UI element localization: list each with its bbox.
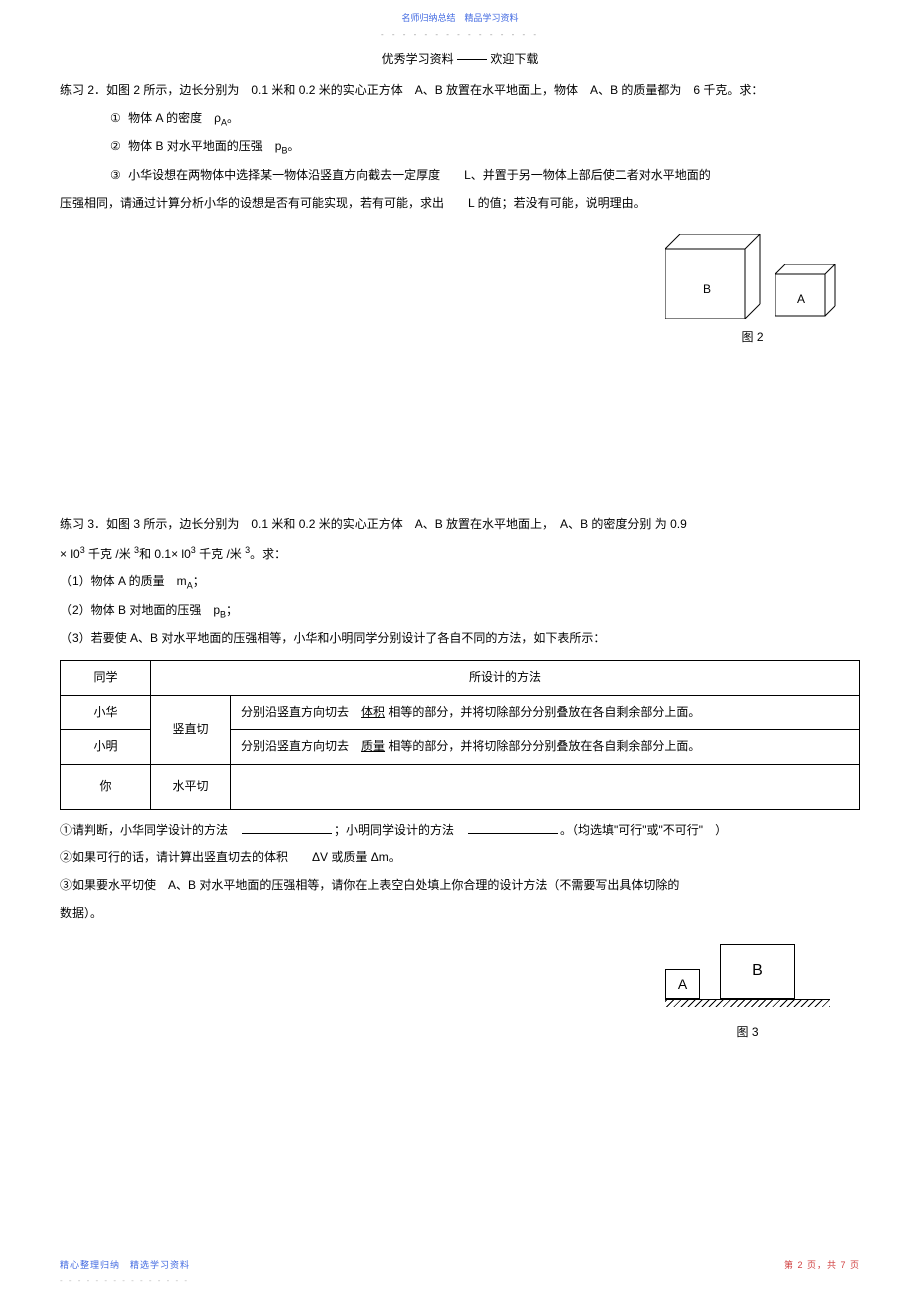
page-footer: 精心整理归纳 精选学习资料 - - - - - - - - - - - - - … xyxy=(60,1257,860,1288)
footer-dots: - - - - - - - - - - - - - - - xyxy=(60,1274,190,1288)
fig3-box-a: A xyxy=(665,969,700,999)
problem2-q3-line1: ③ 小华设想在两物体中选择某一物体沿竖直方向截去一定厚度 L、并置于另一物体上部… xyxy=(60,165,860,187)
problem2-intro: 练习 2．如图 2 所示，边长分别为 0.1 米和 0.2 米的实心正方体 A、… xyxy=(60,80,860,102)
cube-a: A xyxy=(775,264,840,319)
p3q1-end: ； xyxy=(193,574,205,588)
p3q2-text: （2）物体 B 对地面的压强 p xyxy=(60,603,220,617)
subtitle-gap xyxy=(457,59,487,60)
table-header-row: 同学 所设计的方法 xyxy=(61,661,860,696)
problem2-q2: ② 物体 B 对水平地面的压强 pB。 xyxy=(60,136,860,159)
td-horizontal-cut: 水平切 xyxy=(151,764,231,809)
q2-end: 。 xyxy=(287,139,299,153)
td-you: 你 xyxy=(61,764,151,809)
page-subtitle: 优秀学习资料 欢迎下载 xyxy=(60,49,860,71)
p3q2-end: ； xyxy=(226,603,238,617)
after1a: ①请判断，小华同学设计的方法 xyxy=(60,823,240,837)
td-xiaoming: 小明 xyxy=(61,730,151,765)
cube-b-label: B xyxy=(703,279,711,301)
td-vertical-cut: 竖直切 xyxy=(151,695,231,764)
q1-num: ① xyxy=(110,111,121,125)
figure3: A B 图 3 xyxy=(665,944,830,1044)
fig3-boxes: A B xyxy=(665,944,830,999)
th-method: 所设计的方法 xyxy=(151,661,860,696)
m2b: 质量 xyxy=(361,739,385,753)
th-student: 同学 xyxy=(61,661,151,696)
problem3-intro-p1: 练习 3．如图 3 所示，边长分别为 0.1 米和 0.2 米的实心正方体 A、… xyxy=(60,514,860,536)
table-row: 你 水平切 xyxy=(61,764,860,809)
ground-hatch xyxy=(665,999,830,1007)
subtitle-right: 欢迎下载 xyxy=(490,52,538,66)
header-dots: - - - - - - - - - - - - - - - xyxy=(60,28,860,42)
td-method1: 分别沿竖直方向切去 体积 相等的部分，并将切除部分分别叠放在各自剩余部分上面。 xyxy=(231,695,860,730)
blank2[interactable] xyxy=(468,833,558,834)
after1c: 。（均选填"可行"或"不可行" ） xyxy=(560,823,727,837)
problem3-intro-p2: × l03 千克 /米 3和 0.1× l03 千克 /米 3。求： xyxy=(60,542,860,566)
cube-b-svg xyxy=(665,234,765,319)
blank1[interactable] xyxy=(242,833,332,834)
table-row: 小华 竖直切 分别沿竖直方向切去 体积 相等的部分，并将切除部分分别叠放在各自剩… xyxy=(61,695,860,730)
m1a: 分别沿竖直方向切去 xyxy=(241,705,361,719)
problem2-q3-line2: 压强相同，请通过计算分析小华的设想是否有可能实现，若有可能，求出 L 的值；若没… xyxy=(60,193,860,215)
m1c: 相等的部分，并将切除部分分别叠放在各自剩余部分上面。 xyxy=(385,705,700,719)
q3-num: ③ xyxy=(110,168,121,182)
p3-p2b: 千克 /米 xyxy=(85,547,134,561)
footer-page-number: 第 2 页，共 7 页 xyxy=(784,1257,860,1288)
m2c: 相等的部分，并将切除部分分别叠放在各自剩余部分上面。 xyxy=(385,739,700,753)
cube-a-svg xyxy=(775,264,840,319)
problem3-after1: ①请判断，小华同学设计的方法 ；小明同学设计的方法 。（均选填"可行"或"不可行… xyxy=(60,820,860,842)
fig2-caption: 图 2 xyxy=(665,327,840,349)
p3q1-text: （1）物体 A 的质量 m xyxy=(60,574,187,588)
td-xiaohua: 小华 xyxy=(61,695,151,730)
problem3-after2: ②如果可行的话，请计算出竖直切去的体积 ΔV 或质量 Δm。 xyxy=(60,847,860,869)
q3-text1: 小华设想在两物体中选择某一物体沿竖直方向截去一定厚度 L、并置于另一物体上部后使… xyxy=(128,168,711,182)
design-table: 同学 所设计的方法 小华 竖直切 分别沿竖直方向切去 体积 相等的部分，并将切除… xyxy=(60,660,860,810)
figure2-container: B A 图 2 xyxy=(60,234,860,364)
p3-p2c: 和 0.1× l0 xyxy=(139,547,191,561)
spacer xyxy=(60,374,860,514)
figure2: B A 图 2 xyxy=(665,234,840,349)
problem2-q1: ① 物体 A 的密度 ρA。 xyxy=(60,108,860,131)
m1b: 体积 xyxy=(361,705,385,719)
p3-p2a: × l0 xyxy=(60,547,80,561)
footer-left-text: 精心整理归纳 精选学习资料 xyxy=(60,1257,190,1273)
m2a: 分别沿竖直方向切去 xyxy=(241,739,361,753)
problem3-q1: （1）物体 A 的质量 mA； xyxy=(60,571,860,594)
problem3-q2: （2）物体 B 对地面的压强 pB； xyxy=(60,600,860,623)
problem3-after3b: 数据）。 xyxy=(60,903,860,925)
q1-end: 。 xyxy=(227,111,239,125)
subtitle-left: 优秀学习资料 xyxy=(382,52,454,66)
problem3-after3: ③如果要水平切使 A、B 对水平地面的压强相等，请你在上表空白处填上你合理的设计… xyxy=(60,875,860,897)
q1-text: 物体 A 的密度 ρ xyxy=(128,111,221,125)
cube-a-label: A xyxy=(797,289,805,311)
td-blank[interactable] xyxy=(231,764,860,809)
header-tiny-text: 名师归纳总结 精品学习资料 xyxy=(60,10,860,26)
cube-group: B A xyxy=(665,234,840,319)
fig3-box-b: B xyxy=(720,944,795,999)
q2-num: ② xyxy=(110,139,121,153)
problem3-q3: （3）若要使 A、B 对水平地面的压强相等，小华和小明同学分别设计了各自不同的方… xyxy=(60,628,860,650)
q2-text: 物体 B 对水平地面的压强 p xyxy=(128,139,281,153)
fig3-caption: 图 3 xyxy=(665,1022,830,1044)
after1b: ；小明同学设计的方法 xyxy=(334,823,466,837)
td-method2: 分别沿竖直方向切去 质量 相等的部分，并将切除部分分别叠放在各自剩余部分上面。 xyxy=(231,730,860,765)
p3-p2d: 千克 /米 xyxy=(196,547,245,561)
cube-b: B xyxy=(665,234,765,319)
figure3-container: A B 图 3 xyxy=(60,944,860,1044)
p3-p2e: 。求： xyxy=(250,547,286,561)
